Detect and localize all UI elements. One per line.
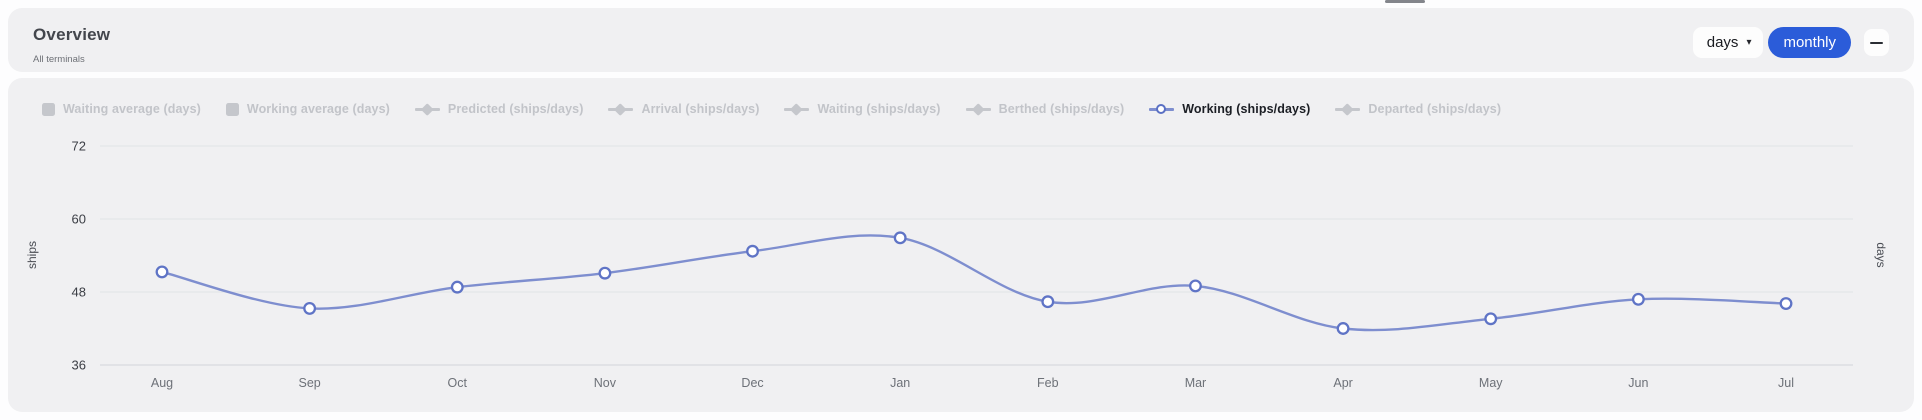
y-tick-label: 48 [72,285,86,300]
days-dropdown[interactable]: days ▾ [1692,27,1764,58]
x-tick-label: Apr [1333,376,1352,390]
header-card: Overview All terminals days ▾ monthly [8,8,1914,72]
legend-item-predicted-ships-days[interactable]: Predicted (ships/days) [414,102,584,116]
legend-item-label: Arrival (ships/days) [641,102,760,116]
line-circle-marker-icon [1149,103,1175,116]
chart-card: Waiting average (days) Working average (d… [8,78,1914,412]
data-point-marker[interactable] [1779,297,1793,311]
x-tick-label: May [1479,376,1503,390]
x-tick-label: Mar [1185,376,1207,390]
x-tick-label: Jan [890,376,910,390]
legend-item-label: Working (ships/days) [1182,102,1311,116]
legend-item-label: Waiting (ships/days) [817,102,941,116]
legend-item-label: Waiting average (days) [63,102,201,116]
minus-icon [1870,41,1883,44]
legend-item-label: Working average (days) [246,102,390,116]
top-scrollbar-artifact [1385,0,1425,3]
y-tick-label: 60 [72,212,86,227]
diamond-icon [614,102,627,115]
page-title: Overview [33,25,111,44]
diamond-icon [421,102,434,115]
legend-item-arrival-ships-days[interactable]: Arrival (ships/days) [608,102,759,116]
series-line-working [161,234,1787,332]
data-point-marker[interactable] [1484,312,1498,326]
x-tick-label: Nov [594,376,617,390]
data-point-marker[interactable] [893,231,907,245]
legend-item-departed-ships-days[interactable]: Departed (ships/days) [1335,102,1501,116]
legend-item-working-ships-days[interactable]: Working (ships/days) [1149,102,1310,116]
data-point-marker[interactable] [450,280,464,294]
x-tick-label: Jul [1778,376,1794,390]
data-point-marker[interactable] [1041,295,1055,309]
chevron-down-icon: ▾ [1746,36,1752,48]
line-diamond-marker-icon [965,102,991,116]
data-point-marker[interactable] [746,244,759,258]
x-tick-label: Aug [151,376,173,390]
legend-item-label: Predicted (ships/days) [447,102,584,116]
collapse-button[interactable] [1864,29,1889,56]
data-point-marker[interactable] [303,301,317,315]
y-axis-label-left: ships [25,241,39,269]
line-diamond-marker-icon [1335,102,1361,116]
legend-item-label: Departed (ships/days) [1368,102,1502,116]
days-dropdown-value: days [1706,34,1739,51]
data-point-marker[interactable] [1631,292,1645,306]
legend-item-waiting-average-days[interactable]: Waiting average (days) [42,102,201,116]
y-axis-label-right: days [1874,242,1888,267]
square-swatch-icon [225,102,239,116]
data-point-marker[interactable] [1189,279,1202,293]
y-tick-label: 72 [72,139,86,154]
legend-item-working-average-days[interactable]: Working average (days) [225,102,390,116]
data-point-marker[interactable] [598,266,612,280]
x-tick-label: Feb [1037,376,1059,390]
page-subtitle: All terminals [33,54,85,65]
chart-legend: Waiting average (days) Working average (d… [42,102,1501,116]
x-tick-label: Jun [1628,376,1648,390]
diamond-icon [971,102,984,115]
diamond-icon [1341,102,1354,115]
x-tick-label: Sep [299,376,321,390]
data-point-marker[interactable] [1336,322,1350,335]
legend-item-label: Berthed (ships/days) [998,102,1125,116]
monthly-toggle-button[interactable]: monthly [1768,27,1851,58]
x-tick-label: Dec [741,376,763,390]
line-diamond-marker-icon [608,102,634,116]
line-diamond-marker-icon [414,102,440,116]
legend-item-berthed-ships-days[interactable]: Berthed (ships/days) [965,102,1125,116]
square-swatch-icon [42,102,55,116]
header-controls: days ▾ monthly [1692,27,1889,58]
line-chart: ships days 36 48 60 72 Aug Sep Oct Nov Dec Jan Feb… [25,139,1888,391]
y-tick-label: 36 [72,358,86,373]
line-diamond-marker-icon [784,102,810,116]
diamond-icon [790,102,803,115]
data-point-marker[interactable] [155,265,169,279]
circle-icon [1156,104,1167,114]
x-tick-label: Oct [448,376,468,390]
legend-item-waiting-ships-days[interactable]: Waiting (ships/days) [784,102,940,116]
